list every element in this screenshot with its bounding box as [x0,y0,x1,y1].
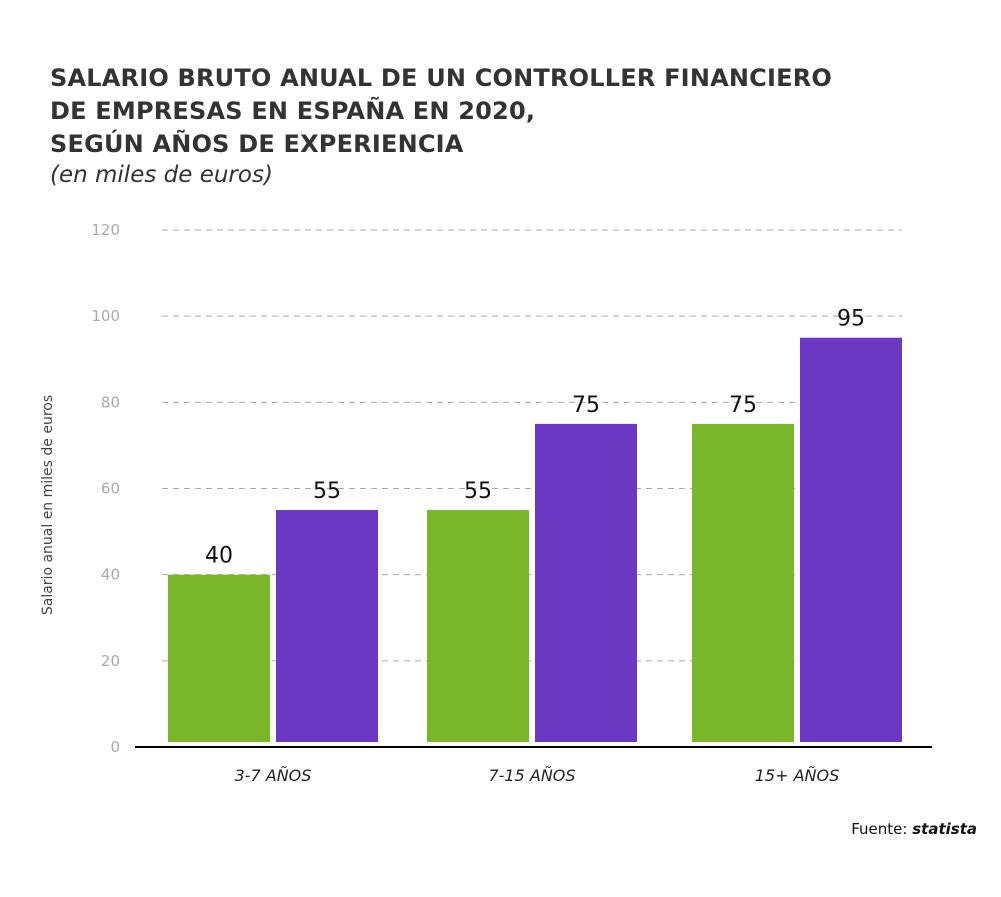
chart-subtitle: (en miles de euros) [50,162,273,188]
data-label: 95 [837,307,865,332]
y-tick-label: 20 [101,652,120,670]
data-label: 40 [205,544,233,569]
y-tick-label: 0 [110,738,120,756]
y-tick-label: 60 [101,480,120,498]
bar [535,423,637,742]
source-name: statista [912,820,977,838]
x-tick-label: 3-7 AÑOS [235,766,312,785]
bar [168,574,270,742]
chart-title-line-1: SALARIO BRUTO ANUAL DE UN CONTROLLER FIN… [50,64,832,92]
source-note: Fuente: statista [851,820,977,838]
y-axis-label: Salario anual en miles de euros [40,395,56,615]
data-label: 75 [729,393,757,418]
y-tick-label: 40 [101,566,120,584]
bar [800,337,902,742]
source-label: Fuente: [851,820,908,838]
x-tick-label: 15+ AÑOS [755,766,840,785]
chart-title-line-2: DE EMPRESAS EN ESPAÑA EN 2020, [50,97,536,125]
data-label: 55 [313,479,341,504]
data-label: 55 [464,479,492,504]
y-tick-label: 120 [91,221,120,239]
bar [692,423,794,742]
x-tick-label: 7-15 AÑOS [488,766,575,785]
bar [276,510,378,742]
chart-title-line-3: SEGÚN AÑOS DE EXPERIENCIA [50,130,464,158]
data-label: 75 [572,393,600,418]
bar [427,510,529,742]
y-tick-label: 80 [101,393,120,411]
y-tick-label: 100 [91,307,120,325]
